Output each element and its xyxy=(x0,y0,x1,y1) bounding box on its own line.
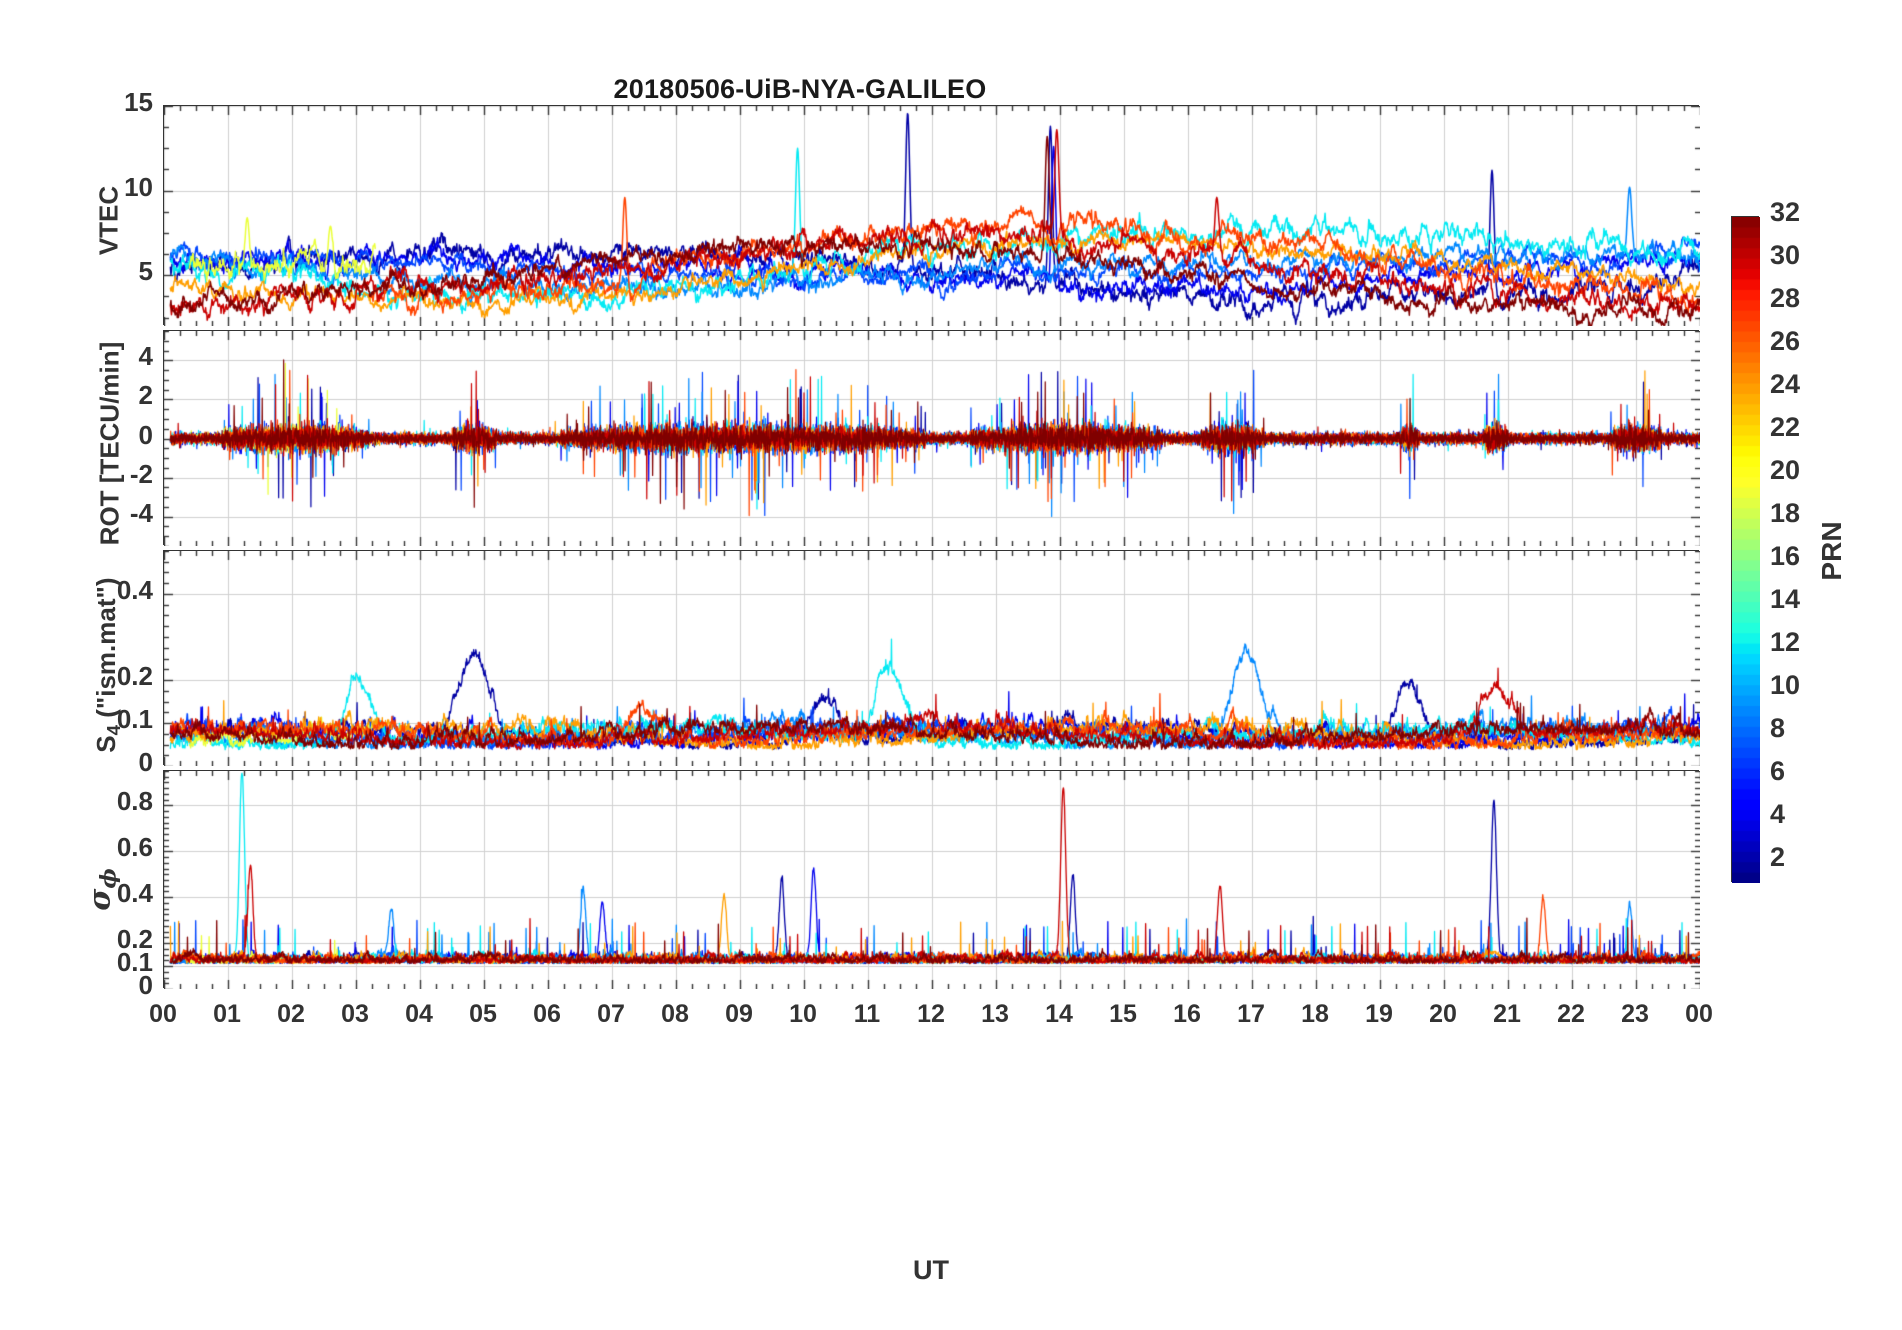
xtick-04-4: 04 xyxy=(405,1000,433,1028)
xtick-06-6: 06 xyxy=(533,1000,561,1028)
panel-sigma-phi xyxy=(163,770,1700,989)
xtick-00-0: 00 xyxy=(149,1000,177,1028)
colorbar-tick-18: 18 xyxy=(1770,497,1801,528)
ytick-sigma_phi-0.1: 0.1 xyxy=(116,947,153,978)
ytick-s4-0.4: 0.4 xyxy=(116,575,153,605)
ytick-sigma_phi-0: 0 xyxy=(138,970,153,1000)
ytick-rot--2: -2 xyxy=(129,458,153,489)
colorbar-tick-28: 28 xyxy=(1770,282,1801,313)
xtick-22-22: 22 xyxy=(1557,1000,1585,1028)
colorbar-tick-20: 20 xyxy=(1770,454,1801,485)
ytick-rot-4: 4 xyxy=(138,341,153,372)
xtick-18-18: 18 xyxy=(1301,1000,1329,1028)
colorbar-tick-16: 16 xyxy=(1770,540,1801,571)
xtick-16-16: 16 xyxy=(1173,1000,1201,1028)
colorbar-tick-30: 30 xyxy=(1770,239,1801,270)
xtick-15-15: 15 xyxy=(1109,1000,1137,1028)
ytick-rot-2: 2 xyxy=(138,380,153,411)
ytick-s4-0.2: 0.2 xyxy=(116,661,153,691)
colorbar-label: PRN xyxy=(1816,521,1847,581)
colorbar-tick-32: 32 xyxy=(1770,197,1801,227)
xtick-12-12: 12 xyxy=(917,1000,945,1028)
colorbar-tick-8: 8 xyxy=(1770,712,1786,743)
xtick-00-24: 00 xyxy=(1685,1000,1713,1028)
xtick-19-19: 19 xyxy=(1365,1000,1393,1028)
colorbar-tick-12: 12 xyxy=(1770,626,1801,657)
ytick-vtec-5: 5 xyxy=(138,256,153,287)
ytick-sigma_phi-0.2: 0.2 xyxy=(116,924,153,955)
colorbar-tick-6: 6 xyxy=(1770,755,1786,786)
xtick-09-9: 09 xyxy=(725,1000,753,1028)
xtick-17-17: 17 xyxy=(1237,1000,1265,1028)
xtick-03-3: 03 xyxy=(341,1000,369,1028)
ytick-sigma_phi-0.8: 0.8 xyxy=(116,786,153,817)
page-title: 20180506-UiB-NYA-GALILEO xyxy=(613,74,987,104)
xtick-07-7: 07 xyxy=(597,1000,625,1028)
ytick-rot--4: -4 xyxy=(129,497,153,528)
ytick-sigma_phi-0.6: 0.6 xyxy=(116,832,153,863)
xtick-21-21: 21 xyxy=(1493,1000,1521,1028)
ytick-sigma_phi-0.4: 0.4 xyxy=(116,878,153,909)
xtick-01-1: 01 xyxy=(213,1000,241,1028)
xtick-14-14: 14 xyxy=(1045,1000,1073,1028)
colorbar-tick-22: 22 xyxy=(1770,411,1801,442)
xtick-20-20: 20 xyxy=(1429,1000,1457,1028)
axis-label-ut: UT xyxy=(913,1255,949,1285)
colorbar-tick-14: 14 xyxy=(1770,583,1801,614)
xtick-02-2: 02 xyxy=(277,1000,305,1028)
ytick-s4-0.1: 0.1 xyxy=(116,704,153,734)
ytick-vtec-15: 15 xyxy=(124,87,153,117)
ytick-rot-0: 0 xyxy=(138,419,153,450)
colorbar-prn xyxy=(1731,216,1760,883)
colorbar-tick-4: 4 xyxy=(1770,798,1786,829)
xtick-11-11: 11 xyxy=(853,1000,881,1028)
panel-s4 xyxy=(163,550,1700,766)
colorbar-tick-24: 24 xyxy=(1770,368,1801,399)
xtick-13-13: 13 xyxy=(981,1000,1009,1028)
ytick-s4-0: 0 xyxy=(138,747,153,777)
colorbar-tick-10: 10 xyxy=(1770,669,1801,700)
ytick-vtec-10: 10 xyxy=(124,171,153,202)
xtick-23-23: 23 xyxy=(1621,1000,1649,1028)
xtick-08-8: 08 xyxy=(661,1000,689,1028)
colorbar-tick-26: 26 xyxy=(1770,325,1801,356)
xtick-10-10: 10 xyxy=(789,1000,817,1028)
colorbar-tick-2: 2 xyxy=(1770,841,1786,872)
panel-rot xyxy=(163,330,1700,546)
panel-vtec xyxy=(163,105,1700,326)
xtick-05-5: 05 xyxy=(469,1000,497,1028)
